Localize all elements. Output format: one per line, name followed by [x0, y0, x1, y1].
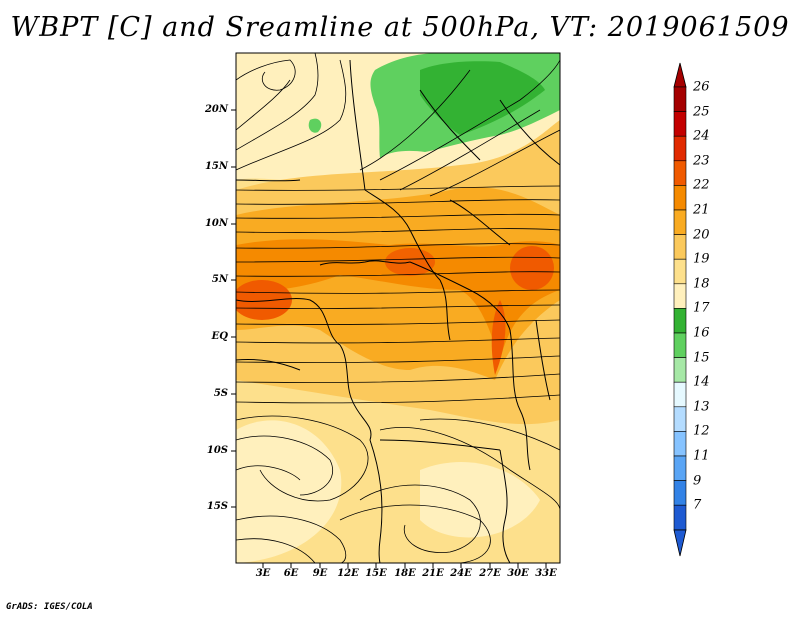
colorbar-label: 13: [693, 399, 710, 415]
colorbar-box: [673, 504, 687, 531]
lon-label-21e: 21E: [422, 568, 444, 579]
lat-label-eq: EQ: [211, 331, 228, 342]
colorbar-box: [673, 455, 687, 481]
footer-credit: GrADS: IGES/COLA: [6, 602, 93, 612]
colorbar-box: [673, 283, 687, 309]
colorbar-box: [673, 258, 687, 285]
field-red-blob-west: [236, 280, 292, 320]
colorbar-box: [673, 135, 687, 162]
colorbar-bottom-arrow: [673, 529, 687, 557]
colorbar-box: [673, 209, 687, 235]
colorbar-box: [673, 332, 687, 358]
colorbar-label: 7: [693, 497, 702, 513]
field-cream-se: [420, 461, 540, 538]
country-borders: [236, 59, 560, 563]
colorbar-label: 19: [693, 251, 710, 267]
colorbar-label: 17: [693, 300, 710, 316]
colorbar-box: [673, 111, 687, 137]
lat-label-10s: 10S: [206, 445, 228, 456]
streamlines: [236, 53, 560, 563]
field-green-dark: [420, 61, 545, 135]
lat-label-5s: 5S: [213, 388, 228, 399]
colorbar-label: 22: [693, 177, 710, 193]
lon-label-12e: 12E: [337, 568, 359, 579]
field-green-patch: [308, 118, 322, 133]
colorbar-label: 12: [693, 423, 710, 439]
colorbar-label: 20: [693, 227, 710, 243]
colorbar-label: 26: [693, 79, 710, 95]
colorbar-top-arrow: [673, 62, 687, 88]
lat-label-15s: 15S: [206, 501, 228, 512]
chart-title: WBPT [C] and Sreamline at 500hPa, VT: 20…: [10, 12, 790, 43]
lat-label-15n: 15N: [204, 161, 228, 172]
lat-label-20n: 20N: [204, 104, 228, 115]
colorbar-box: [673, 234, 687, 260]
colorbar-box: [673, 431, 687, 457]
colorbar-label: 11: [693, 448, 710, 464]
map-panel: [236, 53, 560, 563]
lon-label-15e: 15E: [365, 568, 387, 579]
lon-label-9e: 9E: [312, 568, 328, 579]
colorbar-box: [673, 381, 687, 408]
lon-label-18e: 18E: [394, 568, 416, 579]
colorbar-box: [673, 185, 687, 211]
lon-label-33e: 33E: [535, 568, 557, 579]
colorbar-label: 25: [693, 104, 710, 120]
colorbar-label: 23: [693, 153, 710, 169]
colorbar-label: 21: [693, 202, 710, 218]
lon-label-27e: 27E: [479, 568, 501, 579]
colorbar-box: [673, 480, 687, 506]
field-cream-sw: [236, 420, 342, 563]
colorbar-label: 14: [693, 374, 710, 390]
field-dark-orange: [236, 239, 560, 360]
colorbar-box: [673, 86, 687, 112]
colorbar-box: [673, 406, 687, 432]
lon-label-24e: 24E: [450, 568, 472, 579]
colorbar-boxes: [673, 86, 687, 531]
colorbar-label: 15: [693, 350, 710, 366]
lon-label-3e: 3E: [255, 568, 271, 579]
axis-ticks: [231, 109, 547, 568]
colorbar-box: [673, 357, 687, 383]
field-red-blob-east: [510, 246, 554, 290]
field-red-streak: [491, 300, 506, 375]
lon-label-6e: 6E: [283, 568, 299, 579]
colorbar-label: 18: [693, 276, 710, 292]
colorbar-label: 9: [693, 473, 702, 489]
colorbar-label: 16: [693, 325, 710, 341]
colorbar-box: [673, 308, 687, 334]
map-frame: [235, 52, 561, 564]
colorbar-label: 24: [693, 128, 710, 144]
lon-label-30e: 30E: [507, 568, 529, 579]
lat-label-10n: 10N: [204, 218, 228, 229]
lat-label-5n: 5N: [211, 274, 228, 285]
colorbar: [673, 62, 687, 557]
colorbar-box: [673, 160, 687, 186]
